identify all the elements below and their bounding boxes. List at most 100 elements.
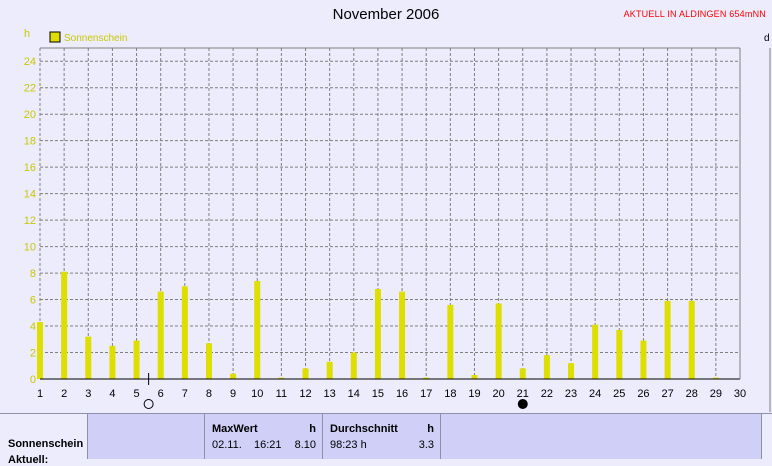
bar — [519, 368, 526, 379]
x-tick-label: 16 — [396, 388, 408, 400]
x-tick-label: 28 — [686, 388, 698, 400]
chart-title: November 2006 — [332, 6, 440, 23]
bar — [205, 343, 212, 379]
moon-new-icon — [517, 399, 528, 409]
y-tick-label: 8 — [30, 268, 36, 280]
y-tick-label: 0 — [30, 374, 36, 386]
x-tick-label: 11 — [276, 388, 287, 400]
bar — [157, 291, 164, 379]
y-tick-label: 20 — [24, 109, 36, 121]
x-tick-label: 7 — [182, 388, 188, 400]
bar — [543, 355, 550, 379]
max-date: 02.11. — [212, 439, 242, 451]
bar — [664, 300, 671, 379]
max-time: 16:21 — [254, 439, 282, 451]
bar — [230, 373, 237, 379]
bar — [374, 288, 381, 379]
y-tick-label: 6 — [30, 295, 36, 307]
y-tick-label: 22 — [24, 83, 36, 95]
footer-avg-cell: Durchschnitt h 98:23 h 3.3 — [323, 414, 441, 459]
footer-row-label2: Aktuell: — [8, 454, 49, 466]
footer-blank-cell — [88, 414, 205, 459]
bar — [423, 377, 430, 379]
bar — [37, 322, 43, 379]
bar — [399, 291, 406, 379]
avg-total: 98:23 h — [330, 439, 367, 451]
x-tick-label: 27 — [661, 388, 673, 400]
bar — [495, 303, 502, 379]
x-tick-label: 17 — [420, 388, 432, 400]
plot-area — [40, 48, 740, 379]
bar — [326, 361, 333, 379]
x-tick-label: 22 — [541, 388, 553, 400]
max-unit: h — [309, 423, 316, 435]
x-tick-label: 24 — [589, 388, 601, 400]
x-tick-label: 30 — [734, 388, 746, 400]
footer-empty-cell — [441, 414, 762, 459]
footer-table: Sonnenschein Aktuell: MaxWert h 02.11. 1… — [0, 413, 772, 466]
x-tick-label: 6 — [158, 388, 164, 400]
y-tick-label: 14 — [24, 189, 36, 201]
bar — [568, 363, 575, 379]
x-tick-label: 26 — [637, 388, 649, 400]
y-axis-label: h — [24, 28, 30, 40]
bar — [133, 340, 140, 379]
x-tick-label: 25 — [613, 388, 625, 400]
max-value: 8.10 — [294, 439, 316, 451]
y-tick-label: 10 — [24, 242, 36, 254]
bar — [109, 345, 116, 379]
max-header: MaxWert — [212, 423, 258, 435]
bar — [302, 368, 309, 379]
x-tick-label: 1 — [37, 388, 43, 400]
x-tick-label: 23 — [565, 388, 577, 400]
x-tick-label: 14 — [348, 388, 360, 400]
bar — [640, 340, 647, 379]
moon-full-icon — [143, 399, 154, 409]
bar — [712, 377, 719, 379]
bar — [181, 286, 188, 379]
footer-label-cell: Sonnenschein Aktuell: — [0, 414, 88, 466]
x-tick-label: 8 — [206, 388, 212, 400]
bar — [254, 281, 261, 379]
x-tick-label: 21 — [517, 388, 529, 400]
bars-group — [37, 271, 719, 379]
x-tick-label: 20 — [492, 388, 504, 400]
y-tick-label: 24 — [24, 56, 36, 68]
x-tick-label: 18 — [444, 388, 456, 400]
station-label: AKTUELL IN ALDINGEN 654mNN — [623, 9, 766, 19]
x-tick-label: 4 — [109, 388, 115, 400]
bar — [278, 377, 285, 379]
bar — [471, 375, 478, 379]
x-tick-label: 5 — [133, 388, 139, 400]
bar — [447, 304, 454, 379]
avg-value: 3.3 — [418, 439, 434, 451]
x-tick-label: 3 — [85, 388, 91, 400]
avg-header: Durchschnitt — [330, 423, 398, 435]
y-tick-label: 4 — [30, 321, 36, 333]
y-tick-label: 18 — [24, 136, 36, 148]
bar — [592, 324, 599, 379]
x-tick-label: 10 — [251, 388, 263, 400]
x-tick-label: 15 — [372, 388, 384, 400]
x-tick-label: 29 — [710, 388, 722, 400]
legend-swatch — [49, 31, 61, 43]
right-axis-letter: d — [764, 33, 770, 44]
bar — [688, 300, 695, 379]
bar — [61, 271, 68, 379]
y-tick-label: 2 — [30, 348, 36, 360]
legend-label: Sonnenschein — [64, 33, 127, 44]
footer-max-cell: MaxWert h 02.11. 16:21 8.10 — [205, 414, 323, 459]
x-tick-label: 12 — [299, 388, 311, 400]
x-tick-label: 13 — [324, 388, 336, 400]
bar — [350, 352, 357, 379]
bar — [85, 336, 92, 379]
y-tick-label: 16 — [24, 162, 36, 174]
x-tick-label: 9 — [230, 388, 236, 400]
moon-markers — [143, 373, 528, 409]
footer-row-label: Sonnenschein — [8, 438, 84, 450]
x-tick-label: 19 — [468, 388, 480, 400]
bar — [616, 330, 623, 379]
avg-unit: h — [427, 423, 434, 435]
x-tick-labels: 1 2 3 4 5 6 7 8 9 10 11 12 13 14 15 16 17 18 19 20 21 22 23 24 2… — [37, 388, 746, 400]
